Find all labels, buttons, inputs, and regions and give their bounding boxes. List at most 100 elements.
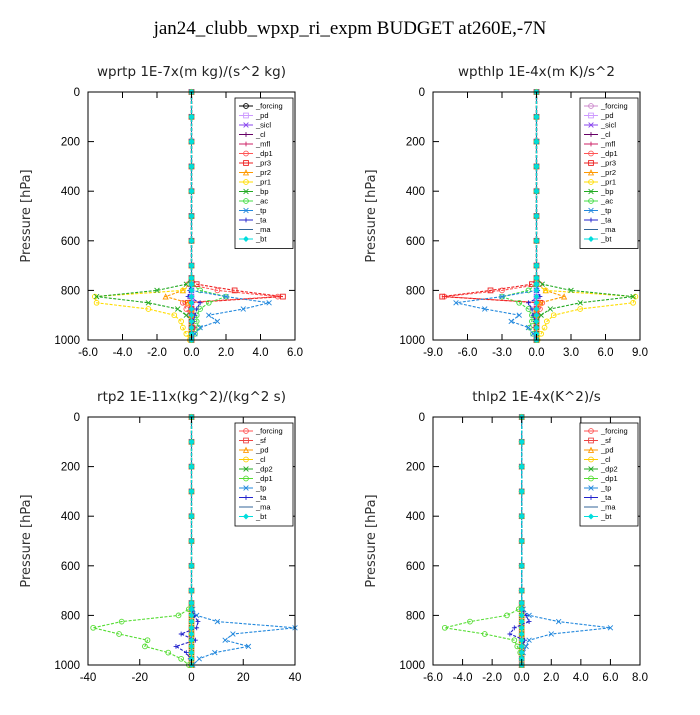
legend-label: _pd xyxy=(600,111,614,120)
series-dp1 xyxy=(441,414,525,668)
data-point xyxy=(518,463,525,470)
legend-marker xyxy=(588,150,594,157)
data-point xyxy=(630,293,636,300)
data-point xyxy=(188,138,195,145)
x-tick-label: -6.0 xyxy=(423,672,443,684)
data-point xyxy=(188,213,195,219)
x-tick-label: 6.0 xyxy=(598,347,614,359)
data-point xyxy=(518,438,525,445)
plot-frame xyxy=(432,416,641,666)
legend-label: _bt xyxy=(255,235,267,244)
legend-label: _pd xyxy=(255,111,269,120)
data-point xyxy=(577,306,584,312)
data-point xyxy=(231,287,238,294)
y-tick-label: 0 xyxy=(419,412,425,424)
legend-label: _ac xyxy=(255,197,268,206)
legend-label: _bp xyxy=(600,187,614,196)
data-point xyxy=(560,293,568,300)
data-point xyxy=(178,631,184,637)
legend-label: _forcing xyxy=(600,427,628,436)
legend-marker xyxy=(243,141,249,147)
y-tick-label: 600 xyxy=(61,236,80,248)
data-point xyxy=(518,637,525,644)
y-axis-label: Pressure [hPa] xyxy=(364,494,379,587)
data-point xyxy=(188,318,195,325)
legend-marker xyxy=(588,495,594,500)
legend-label: _cl xyxy=(255,455,266,464)
y-axis-label: Pressure [hPa] xyxy=(19,169,34,262)
series-ac xyxy=(499,89,540,343)
data-point xyxy=(173,644,179,649)
data-point xyxy=(188,237,195,244)
legend-marker xyxy=(588,188,594,195)
legend-label: _ta xyxy=(255,493,267,502)
series-line xyxy=(444,417,523,665)
series-bp xyxy=(93,89,195,343)
legend-label: _pr1 xyxy=(600,178,616,187)
data-point xyxy=(547,306,554,312)
data-point xyxy=(542,287,549,294)
data-point xyxy=(230,631,236,637)
legend-marker xyxy=(243,179,249,185)
legend-marker xyxy=(243,485,249,491)
series-bt xyxy=(188,89,195,343)
legend-marker xyxy=(243,236,249,242)
data-point xyxy=(118,618,125,625)
legend-label: _dp1 xyxy=(600,474,618,483)
data-point xyxy=(214,287,221,294)
data-point xyxy=(90,624,97,631)
x-tick-label: -9.0 xyxy=(423,347,443,359)
data-point xyxy=(533,299,540,306)
data-point xyxy=(533,281,540,288)
x-tick-label: 0.0 xyxy=(184,347,200,359)
legend-label: _tp xyxy=(600,484,611,493)
data-point xyxy=(188,488,195,495)
panel-title: rtp2 1E-11x(kg^2)/(kg^2 s) xyxy=(97,389,286,405)
legend-marker xyxy=(588,466,594,472)
legend-marker xyxy=(243,150,249,157)
x-tick-label: 8.0 xyxy=(632,672,648,684)
data-point xyxy=(550,312,557,319)
y-tick-label: 200 xyxy=(61,462,80,474)
y-axis-label: Pressure [hPa] xyxy=(364,169,379,262)
legend-marker xyxy=(243,122,249,128)
data-point xyxy=(183,306,190,312)
data-point xyxy=(533,287,540,294)
legend-label: _pr3 xyxy=(255,159,271,168)
legend-marker xyxy=(588,207,594,214)
legend-label: _cl xyxy=(255,130,266,139)
legend-label: _forcing xyxy=(255,102,283,111)
data-point xyxy=(607,625,614,631)
panel-title: wpthlp 1E-4x(m K)/s^2 xyxy=(458,64,615,80)
data-point xyxy=(518,649,525,656)
chart-wprtp: wprtp 1E-7x(m kg)/(s^2 kg) Pressure [hPa]… xyxy=(19,64,303,359)
legend-label: _ac xyxy=(600,197,613,206)
x-tick-label: -20 xyxy=(131,672,148,684)
y-tick-label: 1000 xyxy=(399,660,425,672)
legend-marker xyxy=(243,160,249,166)
data-point xyxy=(222,637,228,643)
data-point xyxy=(154,287,160,294)
legend-label: _mfl xyxy=(600,140,616,149)
y-tick-label: 400 xyxy=(61,511,80,523)
data-point xyxy=(188,438,195,445)
x-tick-label: 6.0 xyxy=(287,347,303,359)
legend-marker xyxy=(242,169,250,176)
legend-marker xyxy=(243,456,249,463)
data-point xyxy=(555,618,562,625)
y-tick-label: 400 xyxy=(406,186,425,198)
series-bt xyxy=(533,89,540,343)
data-point xyxy=(518,587,525,594)
data-point xyxy=(195,619,201,624)
series-bt xyxy=(518,414,525,668)
data-point xyxy=(188,612,195,619)
legend-marker xyxy=(588,428,594,434)
data-point xyxy=(526,637,532,643)
y-tick-label: 800 xyxy=(406,610,425,622)
data-point xyxy=(142,643,148,650)
data-point xyxy=(533,293,540,300)
series-ta xyxy=(173,414,201,668)
x-tick-label: 0.0 xyxy=(514,672,530,684)
chart-thlp2: thlp2 1E-4x(K^2)/s Pressure [hPa] 0 200 400 6… xyxy=(364,389,648,684)
data-point xyxy=(93,299,100,306)
